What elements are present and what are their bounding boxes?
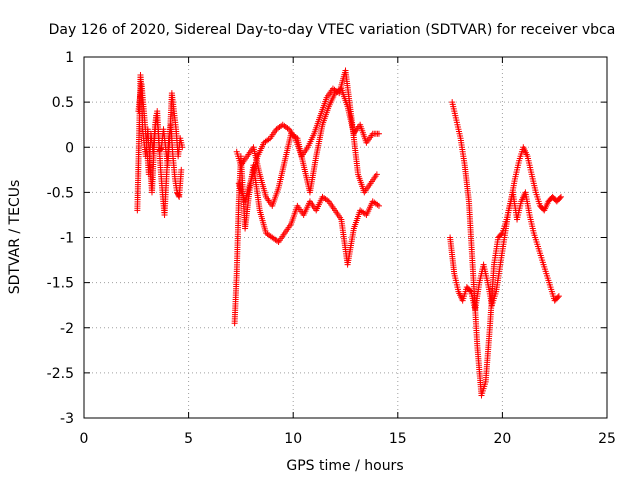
x-tick-label: 15: [389, 431, 407, 447]
data-point: [498, 231, 505, 238]
chart-title: Day 126 of 2020, Sidereal Day-to-day VTE…: [49, 22, 616, 38]
y-tick-label: 0: [65, 140, 74, 156]
series-arc-2c: [235, 67, 380, 205]
series-arc-3: [449, 99, 564, 399]
data-point: [179, 144, 186, 151]
series-arc-3b: [447, 189, 562, 313]
data-point: [556, 195, 563, 202]
data-layer: [134, 67, 564, 399]
data-point: [466, 287, 473, 294]
data-point: [375, 202, 382, 209]
y-tick-label: 1: [65, 50, 74, 66]
x-tick-label: 10: [284, 431, 302, 447]
x-tick-label: 20: [493, 431, 511, 447]
y-tick-label: -0.5: [47, 185, 74, 201]
data-point: [157, 145, 164, 152]
data-point: [554, 294, 561, 301]
y-tick-label: -1: [60, 231, 74, 247]
data-point: [555, 293, 562, 300]
y-tick-label: -1.5: [47, 276, 74, 292]
grid-layer: [84, 57, 607, 418]
data-point: [557, 193, 564, 200]
y-tick-label: -2.5: [47, 366, 74, 382]
series-arc-1b: [135, 81, 186, 178]
y-tick-label: -3: [60, 411, 74, 427]
x-tick-label: 25: [598, 431, 616, 447]
data-point: [175, 192, 182, 199]
y-axis-label: SDTVAR / TECUs: [7, 180, 23, 295]
data-point: [178, 166, 185, 173]
data-point: [373, 171, 380, 178]
data-point: [375, 130, 382, 137]
series-arc-2: [231, 153, 382, 327]
ticks-layer: 0 5 10 15 20 25 1 0.5 0 -0.5 -1 -1.5 -2 -2.5 -3: [47, 50, 616, 447]
y-tick-label: 0.5: [52, 95, 74, 111]
x-tick-label: 5: [184, 431, 193, 447]
x-axis-label: GPS time / hours: [286, 458, 403, 474]
x-tick-label: 0: [80, 431, 89, 447]
y-tick-label: -2: [60, 321, 74, 337]
